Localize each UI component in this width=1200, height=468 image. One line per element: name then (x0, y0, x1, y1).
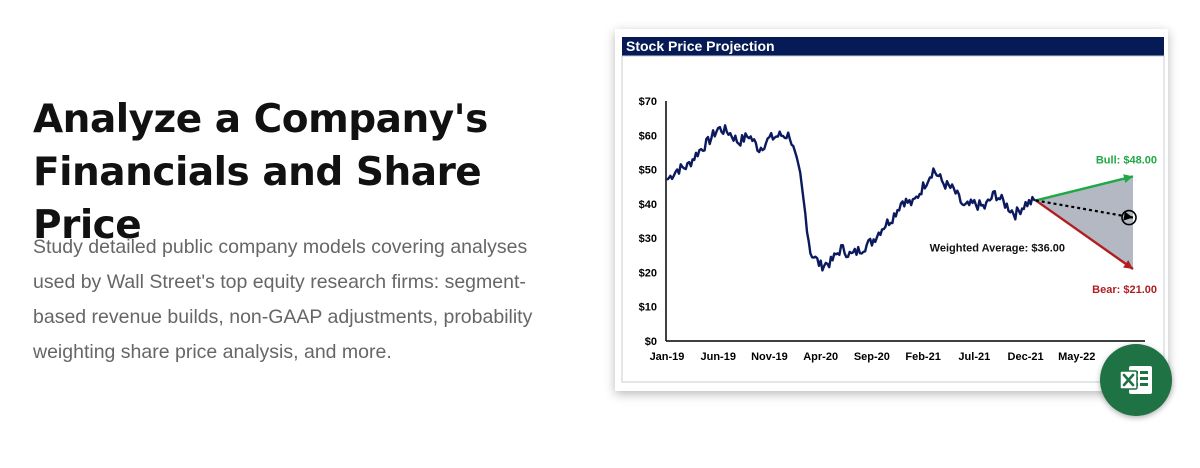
chart-title-bar (622, 37, 1164, 56)
x-tick-label: May-22 (1058, 351, 1095, 363)
y-tick-label: $10 (639, 302, 657, 314)
hero-title: Analyze a Company's Financials and Share… (33, 93, 593, 252)
bull-label: Bull: $48.00 (1096, 154, 1157, 166)
y-tick-label: $40 (639, 199, 657, 211)
hero-title-line-1: Analyze a Company's (33, 97, 488, 142)
hero-description: Study detailed public company models cov… (33, 236, 533, 363)
chart-area-border (621, 55, 1165, 383)
stock-price-chart: Stock Price Projection $70 $60 $50 $40 $30 $2… (621, 37, 1165, 383)
y-tick-label: $30 (639, 233, 657, 245)
bear-projection-line (1035, 199, 1134, 270)
y-tick-label: $70 (639, 96, 657, 108)
weighted-average-arrowhead (1123, 211, 1133, 221)
y-tick-label: $60 (639, 130, 657, 142)
weighted-average-marker (1121, 209, 1137, 226)
y-tick-label: $20 (639, 267, 657, 279)
hero-title-line-2: Financials and Share Price (33, 150, 482, 248)
x-tick-label: Nov-19 (751, 351, 788, 363)
x-tick-label: Apr-20 (803, 351, 838, 363)
weighted-average-label: Weighted Average: $36.00 (930, 243, 1065, 255)
stock-chart-card: Stock Price Projection $70 $60 $50 $40 $30 $2… (615, 29, 1168, 391)
x-tick-label: Jun-19 (700, 351, 735, 363)
excel-icon (1119, 366, 1152, 394)
bull-projection-line (1035, 175, 1134, 202)
bull-arrowhead (1123, 174, 1133, 183)
x-tick-label: Jul-21 (958, 351, 990, 363)
x-tick-label: Feb-21 (905, 351, 940, 363)
weighted-average-projection-line (1035, 199, 1134, 219)
y-tick-label: $50 (639, 165, 657, 177)
bear-label: Bear: $21.00 (1092, 284, 1157, 296)
bear-arrowhead (1123, 260, 1133, 269)
x-tick-label: Dec-21 (1008, 351, 1044, 363)
chart-title: Stock Price Projection (626, 38, 775, 54)
x-tick-label: Jan-19 (650, 351, 685, 363)
x-tick-label: Sep-20 (854, 351, 890, 363)
y-tick-label: $0 (645, 336, 657, 348)
projection-range-area (1035, 176, 1133, 269)
price-series-line (666, 124, 1037, 272)
excel-button[interactable] (1100, 344, 1172, 416)
